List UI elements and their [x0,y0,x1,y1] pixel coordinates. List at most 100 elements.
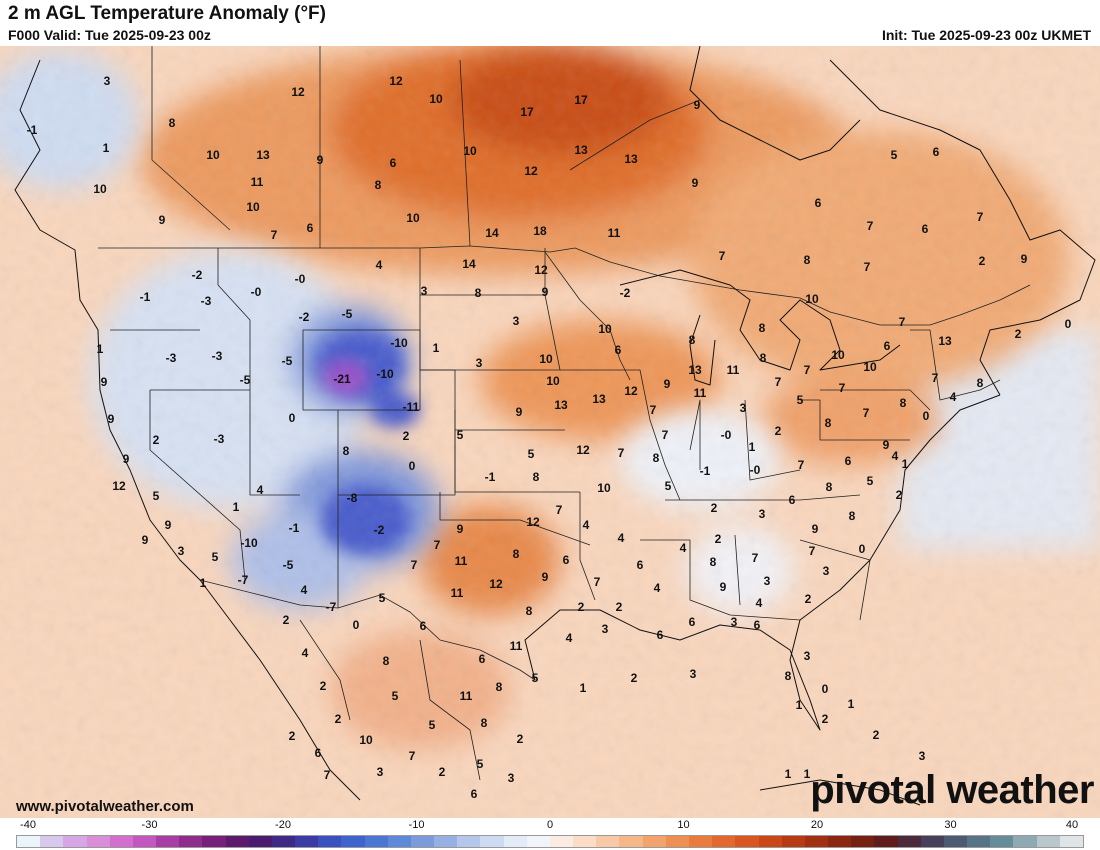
anomaly-value-label: 4 [376,258,383,272]
anomaly-value-label: 8 [375,178,382,192]
anomaly-value-label: -10 [240,536,258,550]
state-line [454,430,580,493]
anomaly-value-label: 9 [159,213,166,227]
anomaly-value-label: -5 [240,373,251,387]
map-title: 2 m AGL Temperature Anomaly (°F) [8,3,326,24]
colorbar-swatch [596,836,620,847]
anomaly-value-label: 7 [867,219,874,233]
anomaly-value-label: 12 [291,85,305,99]
anomaly-value-label: 6 [390,156,397,170]
colorbar-swatch [1036,836,1060,847]
colorbar-tick-label: -10 [408,819,425,831]
anomaly-value-label: 1 [580,681,587,695]
colorbar-tick-label: 30 [944,819,957,831]
anomaly-value-label: 7 [618,446,625,460]
anomaly-value-label: 2 [805,592,812,606]
colorbar-swatch [781,836,805,847]
website-url[interactable]: www.pivotalweather.com [16,798,194,815]
anomaly-value-label: 5 [891,148,898,162]
anomaly-value-label: 6 [471,787,478,801]
anomaly-value-label: 10 [831,348,845,362]
anomaly-value-label: 8 [977,376,984,390]
anomaly-value-label: 11 [460,689,473,703]
anomaly-value-label: 12 [524,164,538,178]
anomaly-value-label: 10 [539,352,553,366]
anomaly-value-label: 6 [754,618,761,632]
anomaly-value-label: 11 [451,586,464,600]
anomaly-value-label: 3 [421,284,428,298]
colorbar-swatch [40,836,64,847]
anomaly-value-label: 11 [510,639,523,653]
anomaly-value-label: 0 [859,542,866,556]
cuba-coast [759,779,921,806]
province-line [459,59,471,247]
anomaly-value-label: 2 [403,429,410,443]
anomaly-value-label: 3 [690,667,697,681]
anomaly-value-label: 1 [902,457,909,471]
anomaly-value-label: -0 [721,428,732,442]
anomaly-value-label: 9 [317,153,324,167]
anomaly-value-label: 12 [534,263,548,277]
colorbar-swatch [341,836,365,847]
anomaly-value-label: -3 [214,432,225,446]
state-line [734,534,741,606]
anomaly-value-label: 2 [822,712,829,726]
anomaly-value-label: 10 [546,374,560,388]
anomaly-value-label: 0 [409,459,416,473]
us-mexico-border [199,579,536,681]
anomaly-value-label: 2 [1015,327,1022,341]
colorbar-swatch [156,836,180,847]
anomaly-value-label: -5 [283,558,294,572]
anomaly-value-label: 11 [608,226,621,240]
colorbar-swatch [387,836,411,847]
anomaly-value-label: 4 [892,449,899,463]
anomaly-value-label: 1 [433,341,440,355]
anomaly-value-label: -0 [750,463,761,477]
anomaly-value-label: 1 [785,767,792,781]
colorbar-swatch [526,836,550,847]
anomaly-value-label: 7 [662,428,669,442]
anomaly-value-label: 4 [566,631,573,645]
anomaly-value-label: 8 [481,716,488,730]
anomaly-value-label: 6 [884,339,891,353]
anomaly-value-label: 6 [307,221,314,235]
anomaly-value-label: 8 [689,333,696,347]
colorbar-swatch [758,836,782,847]
anomaly-value-label: 1 [200,576,207,590]
state-line [579,492,596,601]
state-line [419,639,481,781]
anomaly-value-label: 3 [823,564,830,578]
anomaly-value-label: 6 [933,145,940,159]
anomaly-value-label: 10 [863,360,877,374]
anomaly-value-label: 4 [756,596,763,610]
anomaly-value-label: 9 [664,377,671,391]
anomaly-value-label: 1 [749,440,756,454]
colorbar-swatch [874,836,898,847]
anomaly-value-label: 0 [1065,317,1072,331]
colorbar-swatch [1059,836,1083,847]
anomaly-value-label: 5 [477,757,484,771]
anomaly-value-label: 8 [383,654,390,668]
political-boundaries [98,46,1031,781]
anomaly-value-label: 9 [812,522,819,536]
anomaly-value-label: 12 [489,577,503,591]
colorbar-swatch [897,836,921,847]
anomaly-value-label: -1 [289,521,300,535]
anomaly-value-label: 2 [715,532,722,546]
anomaly-value-label: 6 [615,343,622,357]
anomaly-value-label: 10 [429,92,443,106]
colorbar-swatch [410,836,435,847]
colorbar-swatch [920,836,944,847]
colorbar-swatch [86,836,110,847]
anomaly-value-label: -2 [620,286,631,300]
anomaly-value-label: 6 [420,619,427,633]
anomaly-value-label: 17 [520,105,534,119]
anomaly-value-label: -1 [140,290,151,304]
anomaly-value-label: 11 [455,554,468,568]
anomaly-map[interactable]: 3 -1 8 1 10 9 10 13 11 10 7 6 12 9 6 8 10 12 10 17 17 10 13 13 1… [0,46,1100,818]
colorbar-swatch [248,836,272,847]
brand-logo: pivotal weather [810,768,1094,812]
anomaly-value-label: -3 [166,351,177,365]
anomaly-value-label: 3 [740,401,747,415]
